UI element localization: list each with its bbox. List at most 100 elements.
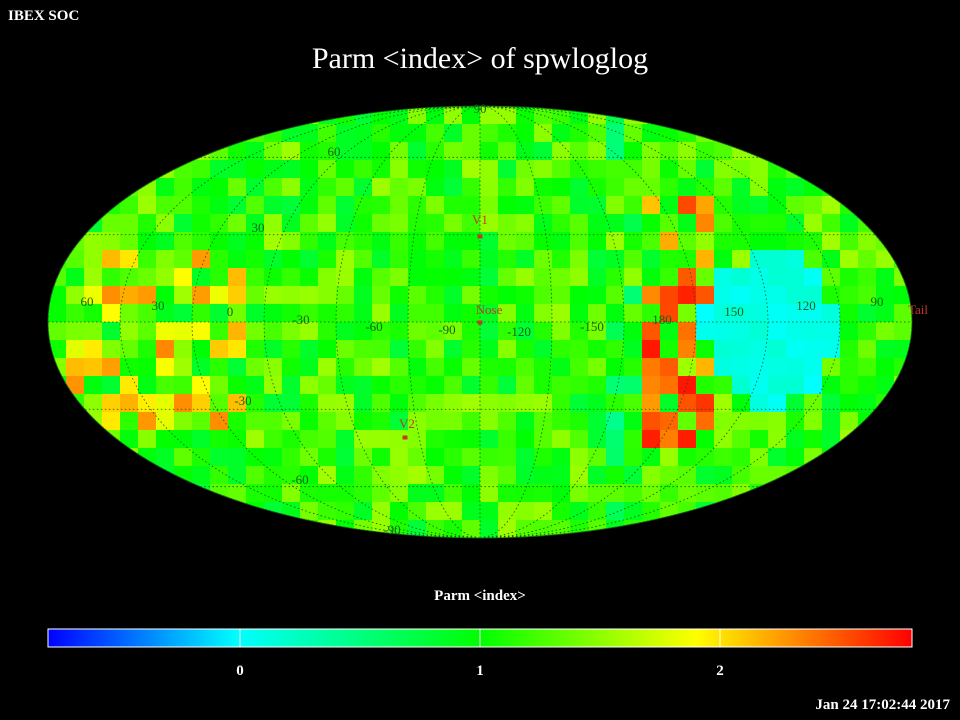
map-pixel — [444, 268, 462, 286]
map-pixel — [840, 106, 858, 124]
map-pixel — [120, 178, 138, 196]
map-pixel — [354, 250, 372, 268]
map-pixel — [678, 376, 696, 394]
map-pixel — [876, 484, 894, 502]
map-pixel — [354, 394, 372, 412]
map-pixel — [588, 250, 606, 268]
map-pixel — [696, 340, 714, 358]
meridian — [119, 106, 481, 538]
map-pixel — [138, 430, 156, 448]
map-pixel — [318, 178, 336, 196]
map-pixel — [840, 124, 858, 142]
map-pixel — [552, 160, 570, 178]
map-pixel — [318, 268, 336, 286]
map-pixel — [336, 376, 354, 394]
map-pixel — [732, 340, 750, 358]
map-pixel — [804, 232, 822, 250]
map-pixel — [336, 286, 354, 304]
map-pixel — [318, 160, 336, 178]
map-pixel — [480, 304, 498, 322]
map-pixel — [300, 322, 318, 340]
map-pixel — [102, 394, 120, 412]
map-pixel — [444, 376, 462, 394]
map-pixel — [606, 430, 624, 448]
map-pixel — [84, 430, 102, 448]
map-pixel — [210, 286, 228, 304]
map-pixel — [660, 214, 678, 232]
map-pixel — [264, 250, 282, 268]
map-pixel — [570, 304, 588, 322]
map-pixel — [264, 142, 282, 160]
map-pixel — [786, 358, 804, 376]
map-pixel — [786, 214, 804, 232]
map-pixel — [192, 502, 210, 520]
map-pixel — [246, 430, 264, 448]
map-pixel — [714, 124, 732, 142]
map-pixel — [876, 376, 894, 394]
map-pixel — [786, 124, 804, 142]
map-pixel — [732, 160, 750, 178]
map-pixel — [750, 322, 768, 340]
map-pixel — [228, 250, 246, 268]
map-pixel — [192, 520, 210, 538]
map-pixel — [894, 124, 912, 142]
map-pixel — [786, 160, 804, 178]
map-pixel — [462, 124, 480, 142]
map-pixel — [714, 196, 732, 214]
map-pixel — [120, 286, 138, 304]
map-pixel — [426, 214, 444, 232]
map-pixel — [120, 124, 138, 142]
map-pixel — [534, 268, 552, 286]
map-pixel — [174, 358, 192, 376]
map-pixel — [408, 286, 426, 304]
map-pixel — [588, 376, 606, 394]
map-pixel — [372, 196, 390, 214]
map-pixel — [282, 232, 300, 250]
map-pixel — [66, 250, 84, 268]
map-pixel — [408, 502, 426, 520]
map-pixel — [444, 448, 462, 466]
map-pixel — [354, 196, 372, 214]
map-pixel — [372, 124, 390, 142]
map-pixel — [426, 394, 444, 412]
map-pixel — [552, 394, 570, 412]
map-pixel — [642, 124, 660, 142]
map-pixel — [84, 286, 102, 304]
map-pixel — [624, 376, 642, 394]
map-pixel — [876, 322, 894, 340]
map-pixel — [606, 340, 624, 358]
map-pixel — [102, 160, 120, 178]
map-pixel — [120, 196, 138, 214]
map-pixel — [750, 160, 768, 178]
map-pixel — [624, 214, 642, 232]
map-pixel — [678, 394, 696, 412]
map-pixel — [120, 214, 138, 232]
map-pixel — [372, 466, 390, 484]
map-pixel — [750, 358, 768, 376]
map-pixel — [696, 160, 714, 178]
map-pixel — [462, 106, 480, 124]
map-pixel — [642, 448, 660, 466]
map-pixel — [732, 250, 750, 268]
map-pixel — [552, 484, 570, 502]
map-pixel — [246, 142, 264, 160]
map-pixel — [156, 232, 174, 250]
map-pixel — [768, 178, 786, 196]
map-pixel — [570, 502, 588, 520]
map-pixel — [624, 160, 642, 178]
map-pixel — [138, 160, 156, 178]
map-pixel — [516, 448, 534, 466]
map-pixel — [786, 484, 804, 502]
map-pixel — [768, 520, 786, 538]
map-pixel — [768, 376, 786, 394]
map-pixel — [606, 106, 624, 124]
map-pixel — [858, 412, 876, 430]
map-pixel — [714, 394, 732, 412]
map-pixel — [732, 376, 750, 394]
map-pixel — [714, 322, 732, 340]
map-pixel — [714, 232, 732, 250]
map-pixel — [282, 268, 300, 286]
map-pixel — [444, 178, 462, 196]
map-pixel — [696, 466, 714, 484]
map-pixel — [462, 376, 480, 394]
